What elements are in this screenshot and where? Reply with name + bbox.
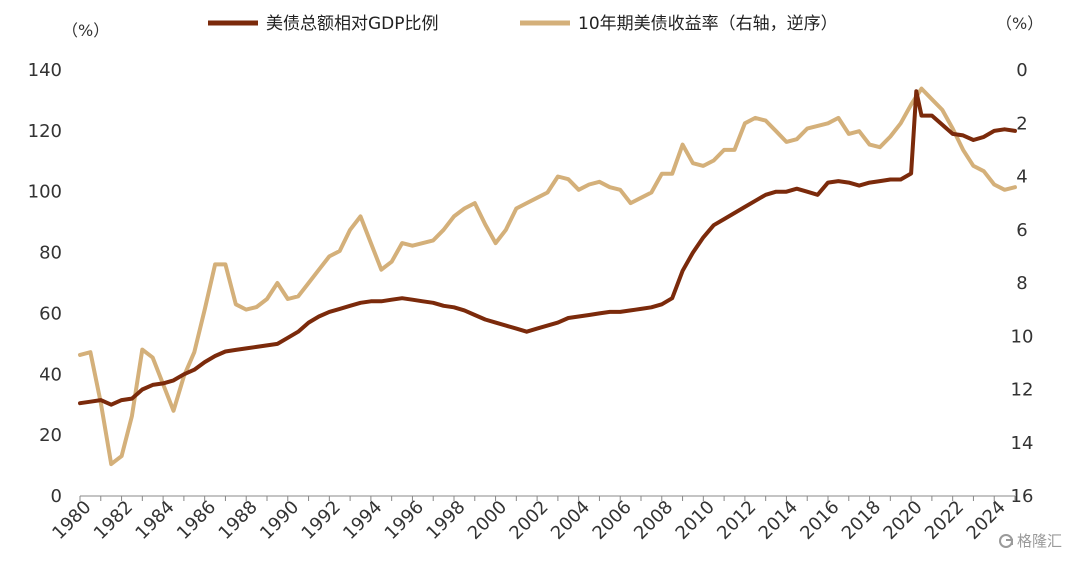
right-tick-label: 0: [1016, 60, 1027, 81]
watermark: 格隆汇: [998, 530, 1062, 551]
left-tick-label: 120: [28, 121, 62, 142]
x-tick-label: 1992: [298, 497, 345, 544]
x-tick-label: 2010: [672, 497, 719, 544]
x-tick-label: 2008: [630, 497, 677, 544]
x-tick-label: 2022: [921, 497, 968, 544]
legend-label-debt: 美债总额相对GDP比例: [266, 14, 439, 34]
right-tick-label: 10: [1011, 326, 1034, 347]
left-tick-label: 140: [28, 60, 62, 81]
x-tick-label: 1994: [339, 497, 386, 544]
x-tick-label: 1986: [173, 497, 220, 544]
legend: 美债总额相对GDP比例 10年期美债收益率（右轴，逆序）: [208, 14, 838, 34]
left-tick-label: 20: [39, 425, 62, 446]
right-tick-label: 12: [1011, 380, 1034, 401]
x-axis-ticks: 1980198219841986198819901992199419961998…: [48, 496, 1016, 544]
x-tick-label: 2006: [589, 497, 636, 544]
left-tick-label: 60: [39, 303, 62, 324]
x-tick-label: 1988: [215, 497, 262, 544]
right-tick-label: 8: [1016, 273, 1027, 294]
x-tick-label: 1996: [381, 497, 428, 544]
legend-label-yield: 10年期美债收益率（右轴，逆序）: [578, 14, 838, 34]
x-tick-label: 2012: [713, 497, 760, 544]
x-tick-label: 2002: [505, 497, 552, 544]
right-tick-label: 4: [1016, 167, 1027, 188]
right-tick-label: 6: [1016, 220, 1027, 241]
x-tick-label: 1990: [256, 497, 303, 544]
left-axis-unit: （%）: [62, 21, 109, 40]
left-axis-ticks: 0 20 40 60 80 100 120 140: [28, 60, 62, 507]
series-layer: [78, 86, 1017, 467]
x-tick-label: 2014: [755, 497, 802, 544]
series-line-10y-yield: [78, 86, 1017, 467]
x-tick-label: 2016: [796, 497, 843, 544]
x-tick-label: 1998: [422, 497, 469, 544]
left-tick-label: 40: [39, 364, 62, 385]
left-tick-label: 80: [39, 243, 62, 264]
right-axis-ticks: 0 2 4 6 8 10 12 14 16: [1011, 60, 1034, 507]
watermark-logo-icon: [998, 533, 1013, 548]
series-line-debt-to-gdp: [78, 89, 1017, 407]
x-tick-label: 2018: [838, 497, 885, 544]
x-tick-label: 2004: [547, 497, 594, 544]
left-tick-label: 100: [28, 182, 62, 203]
right-axis-unit: （%）: [996, 14, 1043, 33]
x-tick-label: 2020: [879, 497, 926, 544]
right-tick-label: 16: [1011, 486, 1034, 507]
right-tick-label: 2: [1016, 113, 1027, 134]
left-tick-label: 0: [51, 486, 62, 507]
x-tick-label: 1984: [131, 497, 178, 544]
x-tick-label: 1982: [90, 497, 137, 544]
right-tick-label: 14: [1011, 433, 1034, 454]
x-tick-label: 2000: [464, 497, 511, 544]
watermark-text: 格隆汇: [1016, 532, 1062, 550]
